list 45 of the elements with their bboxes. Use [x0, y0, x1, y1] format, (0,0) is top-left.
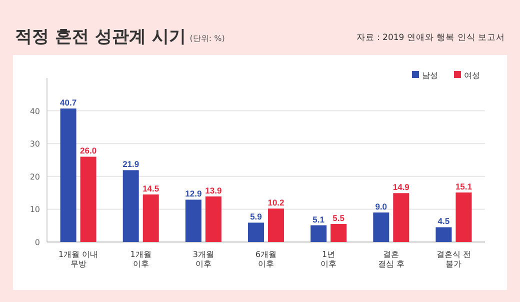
y-tick-label: 20	[30, 172, 40, 182]
y-tick-label: 30	[30, 140, 40, 149]
chart-subtitle: (단위: %)	[190, 34, 225, 43]
bar	[185, 200, 202, 242]
x-tick-label: 1개월 이후	[130, 250, 152, 269]
legend-label: 남성	[422, 71, 438, 80]
data-label: 26.0	[80, 146, 97, 156]
bar	[330, 224, 347, 242]
data-label: 9.0	[375, 201, 388, 212]
y-tick-label: 40	[30, 106, 40, 116]
bar	[310, 225, 327, 242]
data-label: 10.2	[268, 198, 285, 208]
x-tick-label: 1년 이후	[320, 250, 337, 269]
data-label: 15.1	[455, 181, 472, 192]
chart-title: 적정 혼전 성관계 시기	[15, 27, 186, 47]
data-label: 13.9	[205, 185, 222, 196]
x-tick-label: 6개월 이후	[255, 250, 277, 269]
bar	[456, 192, 472, 242]
bar	[142, 194, 159, 242]
bar	[373, 212, 390, 242]
bar	[80, 156, 96, 242]
bar	[436, 227, 452, 242]
bar	[205, 196, 222, 242]
data-label: 21.9	[122, 159, 140, 170]
data-label: 14.5	[142, 183, 160, 194]
data-label: 40.7	[60, 98, 77, 108]
data-label: 12.9	[185, 188, 202, 199]
data-label: 4.5	[438, 216, 450, 226]
data-label: 5.1	[312, 214, 325, 224]
x-tick-label: 결혼 결심 후	[378, 250, 404, 269]
data-label: 5.9	[250, 212, 262, 222]
bar	[248, 222, 264, 242]
data-label: 14.9	[392, 182, 410, 192]
text: 자료 : 2019 연애와 행복 인식 보고서	[356, 33, 505, 43]
bar	[393, 193, 410, 242]
x-tick-label: 결혼식 전 불가	[436, 250, 471, 269]
bar	[122, 170, 139, 242]
y-tick-label: 0	[34, 238, 40, 247]
x-tick-label: 1개월 이내 무방	[58, 250, 98, 269]
bar	[60, 108, 76, 242]
data-label: 5.5	[332, 212, 345, 223]
legend-label: 여성	[464, 71, 480, 80]
y-tick-label: 10	[30, 205, 40, 214]
bar	[268, 208, 284, 242]
x-tick-label: 3개월 이후	[192, 250, 214, 269]
